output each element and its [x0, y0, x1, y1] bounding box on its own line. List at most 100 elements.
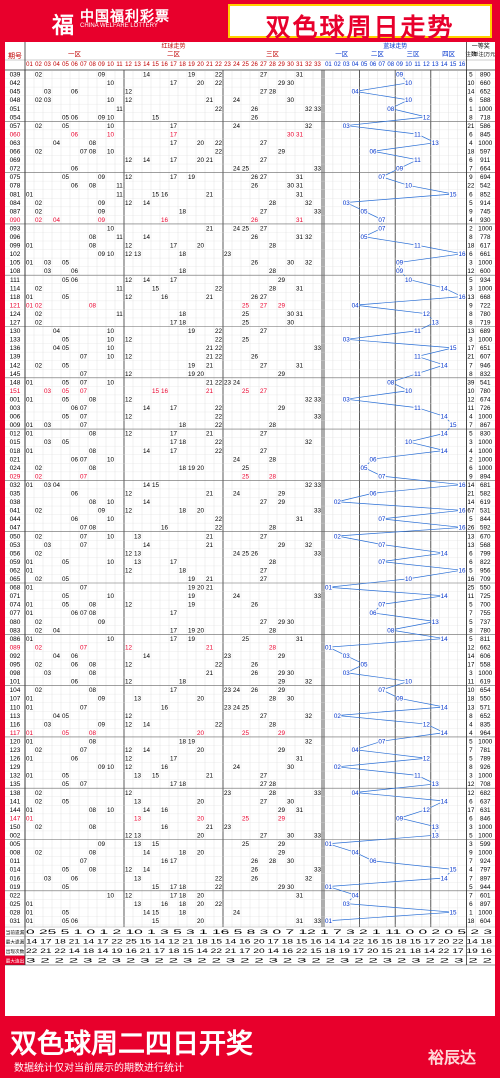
winner-count: 22: [467, 183, 475, 190]
winner-count: 5: [469, 833, 473, 840]
issue-number: 083: [10, 627, 21, 634]
red-ball-number: 10: [107, 80, 115, 87]
red-ball-number: 15: [152, 388, 160, 395]
red-ball-number: 26: [251, 294, 259, 301]
red-ball-number: 25: [242, 465, 250, 472]
blue-ball-number: 11: [414, 371, 421, 378]
red-ball-number: 16: [161, 824, 169, 831]
winner-count: 13: [467, 533, 475, 540]
prize-amount: 637: [480, 798, 491, 805]
red-ball-number: 01: [26, 696, 34, 703]
red-ball-number: 12: [125, 431, 133, 438]
red-col-number: 15: [152, 62, 159, 68]
prize-amount: 571: [480, 704, 491, 711]
blue-ball-bg: [360, 233, 369, 241]
red-ball-number: 05: [62, 414, 70, 421]
issue-number: 095: [10, 662, 21, 669]
winner-count: 12: [467, 781, 475, 788]
issue-number: 056: [10, 550, 21, 557]
red-ball-number: 14: [143, 72, 151, 79]
blue-ball-number: 04: [352, 850, 360, 857]
winner-count: 9: [469, 302, 473, 309]
red-ball-number: 24: [233, 687, 241, 694]
red-ball-number: 30: [287, 884, 295, 891]
red-ball-number: 18: [179, 909, 187, 916]
blue-ball-bg: [342, 198, 351, 207]
red-ball-number: 28: [269, 696, 277, 703]
red-ball-number: 30: [287, 833, 295, 840]
issue-number: 051: [10, 106, 21, 113]
red-ball-number: 29: [278, 149, 286, 156]
prize-amount: 745: [480, 208, 491, 215]
blue-ball-number: 03: [343, 337, 351, 344]
blue-zone-label-2: 二区: [371, 50, 385, 58]
issue-number: 084: [10, 200, 21, 207]
red-ball-number: 02: [35, 644, 43, 651]
red-ball-number: 17: [170, 756, 178, 763]
red-ball-number: 23: [224, 379, 232, 386]
red-ball-number: 28: [269, 721, 277, 728]
red-ball-number: 12: [125, 396, 133, 403]
blue-ball-number: 11: [414, 243, 421, 250]
blue-ball-bg: [449, 908, 458, 916]
winner-count: 6: [469, 191, 473, 198]
red-ball-number: 14: [143, 448, 151, 455]
prize-amount: 946: [480, 362, 491, 369]
issue-number: 054: [10, 114, 21, 121]
winner-count: 13: [467, 294, 475, 301]
prize-amount: 607: [480, 354, 491, 361]
prize-amount: 542: [480, 183, 491, 190]
blue-ball-number: 04: [352, 89, 360, 96]
winner-count: 5: [469, 72, 473, 79]
issue-number: 133: [10, 337, 21, 344]
blue-ball-number: 10: [405, 388, 413, 395]
blue-ball-bg: [351, 788, 360, 797]
blue-col-number: 16: [459, 62, 466, 68]
red-ball-number: 16: [161, 764, 169, 771]
issue-number: 105: [10, 260, 21, 267]
blue-ball-number: 02: [334, 499, 342, 506]
red-ball-number: 32: [305, 542, 313, 549]
blue-ball-number: 15: [450, 422, 458, 429]
blue-ball-bg: [404, 575, 413, 583]
red-ball-number: 19: [188, 465, 196, 472]
red-ball-number: 17: [170, 405, 178, 412]
red-ball-number: 30: [287, 670, 295, 677]
red-ball-number: 05: [62, 884, 70, 891]
red-ball-number: 21: [206, 542, 214, 549]
prize-amount: 592: [480, 525, 491, 532]
red-ball-number: 10: [107, 131, 115, 138]
red-ball-number: 08: [89, 850, 97, 857]
red-col-number: 03: [44, 62, 51, 68]
issue-number: 087: [10, 208, 21, 215]
issue-number: 018: [10, 448, 21, 455]
red-ball-number: 08: [89, 730, 97, 737]
red-ball-number: 10: [107, 328, 115, 335]
red-ball-number: 07: [80, 456, 88, 463]
blue-ball-number: 03: [343, 200, 351, 207]
red-ball-number: 01: [26, 756, 34, 763]
blue-ball-bg: [413, 352, 422, 361]
red-ball-number: 05: [62, 918, 70, 925]
prize-amount: 689: [480, 328, 491, 335]
prize-amount: 956: [480, 567, 491, 574]
prize-amount: 1000: [478, 260, 493, 267]
blue-ball-number: 14: [441, 875, 449, 882]
red-ball-number: 08: [89, 610, 97, 617]
red-ball-number: 05: [62, 867, 70, 874]
issue-number: 113: [10, 713, 21, 720]
issue-number: 039: [10, 72, 21, 79]
blue-ball-bg: [360, 463, 369, 472]
red-ball-number: 18: [179, 884, 187, 891]
red-ball-number: 29: [278, 491, 286, 498]
red-ball-number: 21: [206, 431, 214, 438]
prize-amount-label: 单注(万元): [474, 51, 495, 58]
red-ball-number: 20: [197, 80, 205, 87]
prize-amount: 822: [480, 559, 491, 566]
red-ball-number: 09: [98, 508, 106, 515]
winner-count: 1: [469, 909, 473, 916]
red-ball-number: 03: [44, 670, 52, 677]
red-ball-number: 01: [26, 909, 34, 916]
issue-number: 024: [10, 465, 21, 472]
red-ball-number: 12: [125, 157, 133, 164]
